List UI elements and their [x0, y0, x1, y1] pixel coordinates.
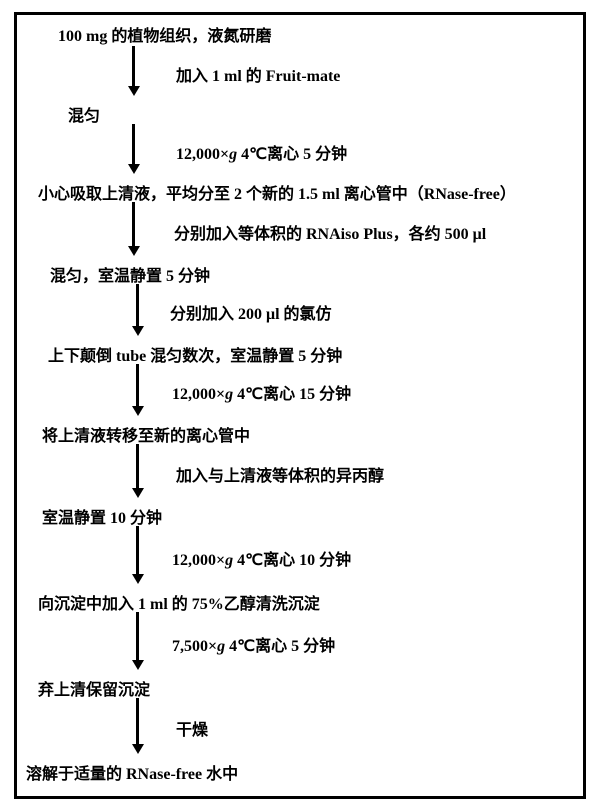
flow-arrow-label-0: 加入 1 ml 的 Fruit-mate	[176, 62, 340, 86]
flow-step-7: 向沉淀中加入 1 ml 的 75%乙醇清洗沉淀	[38, 590, 320, 614]
flow-arrow-label-5: 加入与上清液等体积的异丙醇	[176, 462, 384, 486]
flow-step-3: 混匀，室温静置 5 分钟	[50, 262, 210, 286]
flow-step-2: 小心吸取上清液，平均分至 2 个新的 1.5 ml 离心管中（RNase-fre…	[38, 180, 516, 204]
flow-arrow-label-4: 12,000×g 4℃离心 15 分钟	[172, 380, 351, 404]
flow-step-0: 100 mg 的植物组织，液氮研磨	[58, 22, 271, 46]
flow-step-9: 溶解于适量的 RNase-free 水中	[26, 760, 238, 784]
flow-step-8: 弃上清保留沉淀	[38, 676, 150, 700]
flow-arrow-label-8: 干燥	[176, 716, 208, 740]
flow-arrow-label-1: 12,000×g 4℃离心 5 分钟	[176, 140, 347, 164]
flow-step-4: 上下颠倒 tube 混匀数次，室温静置 5 分钟	[48, 342, 342, 366]
flow-step-5: 将上清液转移至新的离心管中	[42, 422, 250, 446]
flow-step-6: 室温静置 10 分钟	[42, 504, 162, 528]
flow-step-1: 混匀	[68, 102, 100, 126]
flow-arrow-label-6: 12,000×g 4℃离心 10 分钟	[172, 546, 351, 570]
flow-arrow-label-2: 分别加入等体积的 RNAiso Plus，各约 500 μl	[174, 220, 486, 244]
flow-arrow-label-3: 分别加入 200 μl 的氯仿	[170, 300, 332, 324]
flow-arrow-label-7: 7,500×g 4℃离心 5 分钟	[172, 632, 335, 656]
